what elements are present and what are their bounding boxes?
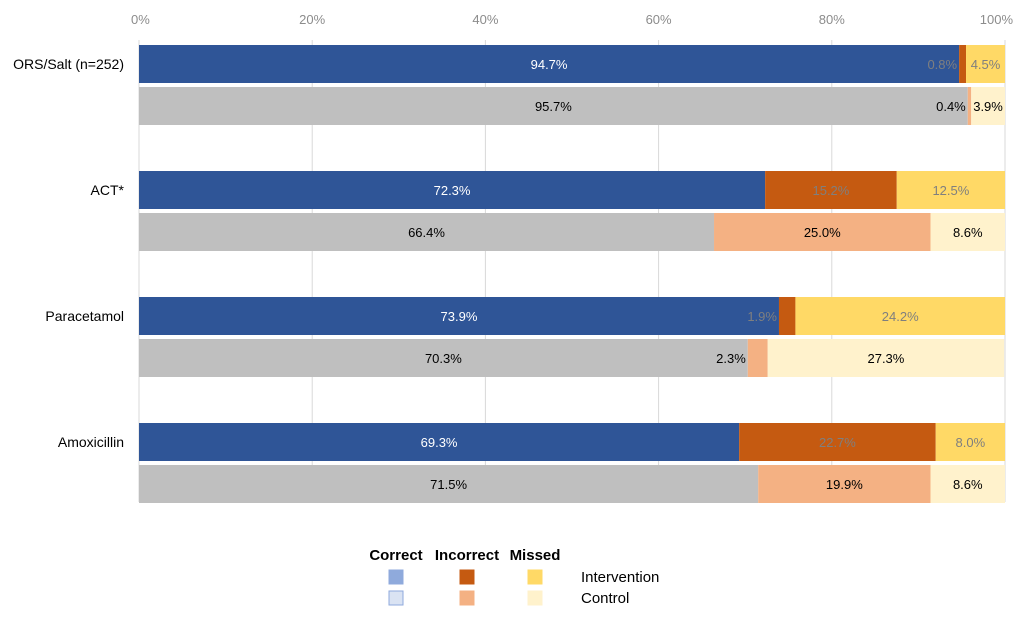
- segment-incorrect: [778, 297, 796, 335]
- segment-missed: [930, 465, 1005, 503]
- legend-row-label-control: Control: [581, 590, 629, 607]
- category-label-amoxicillin: Amoxicillin: [58, 434, 124, 450]
- legend-swatch-control-missed: [527, 590, 543, 606]
- data-label-missed: 27.3%: [867, 351, 904, 366]
- segment-correct: [139, 87, 968, 125]
- segment-correct: [139, 45, 960, 83]
- data-label-missed: 8.6%: [953, 477, 983, 492]
- segment-incorrect: [739, 423, 936, 461]
- legend-swatch-intervention-incorrect: [459, 569, 475, 585]
- segment-missed: [971, 87, 1005, 125]
- bar-amoxicillin-control: 71.5% 19.9% 8.6%: [139, 465, 1005, 503]
- bar-ors-salt-n-252-control: 95.7% 0.4% 3.9%: [139, 87, 1005, 125]
- x-tick-label: 80%: [819, 12, 845, 27]
- data-label-missed: 4.5%: [971, 57, 1001, 72]
- legend-header-incorrect: Incorrect: [435, 547, 499, 564]
- segment-missed: [896, 171, 1005, 209]
- bar-amoxicillin-intervention: 69.3% 22.7% 8.0%: [139, 423, 1005, 461]
- data-label-missed: 3.9%: [973, 99, 1003, 114]
- segment-correct: [139, 339, 748, 377]
- legend-swatch-control-incorrect: [459, 590, 475, 606]
- category-label-act: ACT*: [91, 182, 125, 198]
- data-label-incorrect: 2.3%: [716, 351, 746, 366]
- segment-correct: [139, 423, 740, 461]
- data-label-incorrect: 0.4%: [936, 99, 966, 114]
- segment-incorrect: [765, 171, 897, 209]
- bar-ors-salt-n-252-intervention: 94.7% 0.8% 4.5%: [139, 45, 1005, 83]
- bar-act-control: 66.4% 25.0% 8.6%: [139, 213, 1005, 251]
- x-tick-label: 0%: [131, 12, 150, 27]
- segment-missed: [930, 213, 1005, 251]
- legend: Correct Incorrect Missed Intervention Contro…: [369, 547, 659, 607]
- data-label-missed: 8.6%: [953, 225, 983, 240]
- segment-incorrect: [747, 339, 768, 377]
- legend-swatch-control-correct: [388, 590, 404, 606]
- bar-act-intervention: 72.3% 15.2% 12.5%: [139, 171, 1005, 209]
- data-label-missed: 12.5%: [932, 183, 969, 198]
- data-label-missed: 24.2%: [882, 309, 919, 324]
- legend-header-missed: Missed: [510, 547, 561, 564]
- category-label-paracetamol: Paracetamol: [45, 308, 124, 324]
- data-label-incorrect: 25.0%: [804, 225, 841, 240]
- data-label-incorrect: 1.9%: [747, 309, 777, 324]
- bars: 94.7% 0.8% 4.5% 95.7% 0.4% 3.9% 72.3% 15.2% 12.5…: [139, 45, 1005, 503]
- data-label-correct: 73.9%: [441, 309, 478, 324]
- data-label-correct: 95.7%: [535, 99, 572, 114]
- category-label-ors-salt-n-252: ORS/Salt (n=252): [13, 56, 124, 72]
- data-label-missed: 8.0%: [956, 435, 986, 450]
- segment-missed: [795, 297, 1005, 335]
- segment-correct: [139, 465, 759, 503]
- x-tick-label: 40%: [472, 12, 498, 27]
- legend-swatch-intervention-correct: [388, 569, 404, 585]
- data-label-incorrect: 22.7%: [819, 435, 856, 450]
- segment-missed: [935, 423, 1005, 461]
- segment-correct: [139, 171, 766, 209]
- legend-swatch-intervention-missed: [527, 569, 543, 585]
- data-label-correct: 71.5%: [430, 477, 467, 492]
- segment-missed: [767, 339, 1005, 377]
- data-label-incorrect: 15.2%: [812, 183, 849, 198]
- data-label-correct: 72.3%: [434, 183, 471, 198]
- segment-incorrect: [714, 213, 931, 251]
- data-label-correct: 70.3%: [425, 351, 462, 366]
- legend-row-label-intervention: Intervention: [581, 569, 659, 586]
- x-tick-label: 100%: [980, 12, 1014, 27]
- data-label-correct: 66.4%: [408, 225, 445, 240]
- legend-header-correct: Correct: [369, 547, 422, 564]
- data-label-correct: 94.7%: [531, 57, 568, 72]
- category-labels: ORS/Salt (n=252) ACT* Paracetamol Amoxicill…: [13, 56, 124, 450]
- segment-correct: [139, 213, 715, 251]
- segment-incorrect: [758, 465, 931, 503]
- bar-paracetamol-intervention: 73.9% 1.9% 24.2%: [139, 297, 1005, 335]
- bar-paracetamol-control: 70.3% 2.3% 27.3%: [139, 339, 1005, 377]
- segment-correct: [139, 297, 779, 335]
- x-tick-label: 20%: [299, 12, 325, 27]
- x-axis-tick-labels: 0% 20% 40% 60% 80% 100%: [131, 12, 1013, 27]
- x-tick-label: 60%: [646, 12, 672, 27]
- segment-incorrect: [959, 45, 967, 83]
- segment-missed: [966, 45, 1005, 83]
- segment-incorrect: [967, 87, 972, 125]
- data-label-incorrect: 19.9%: [826, 477, 863, 492]
- data-label-correct: 69.3%: [421, 435, 458, 450]
- data-label-incorrect: 0.8%: [927, 57, 957, 72]
